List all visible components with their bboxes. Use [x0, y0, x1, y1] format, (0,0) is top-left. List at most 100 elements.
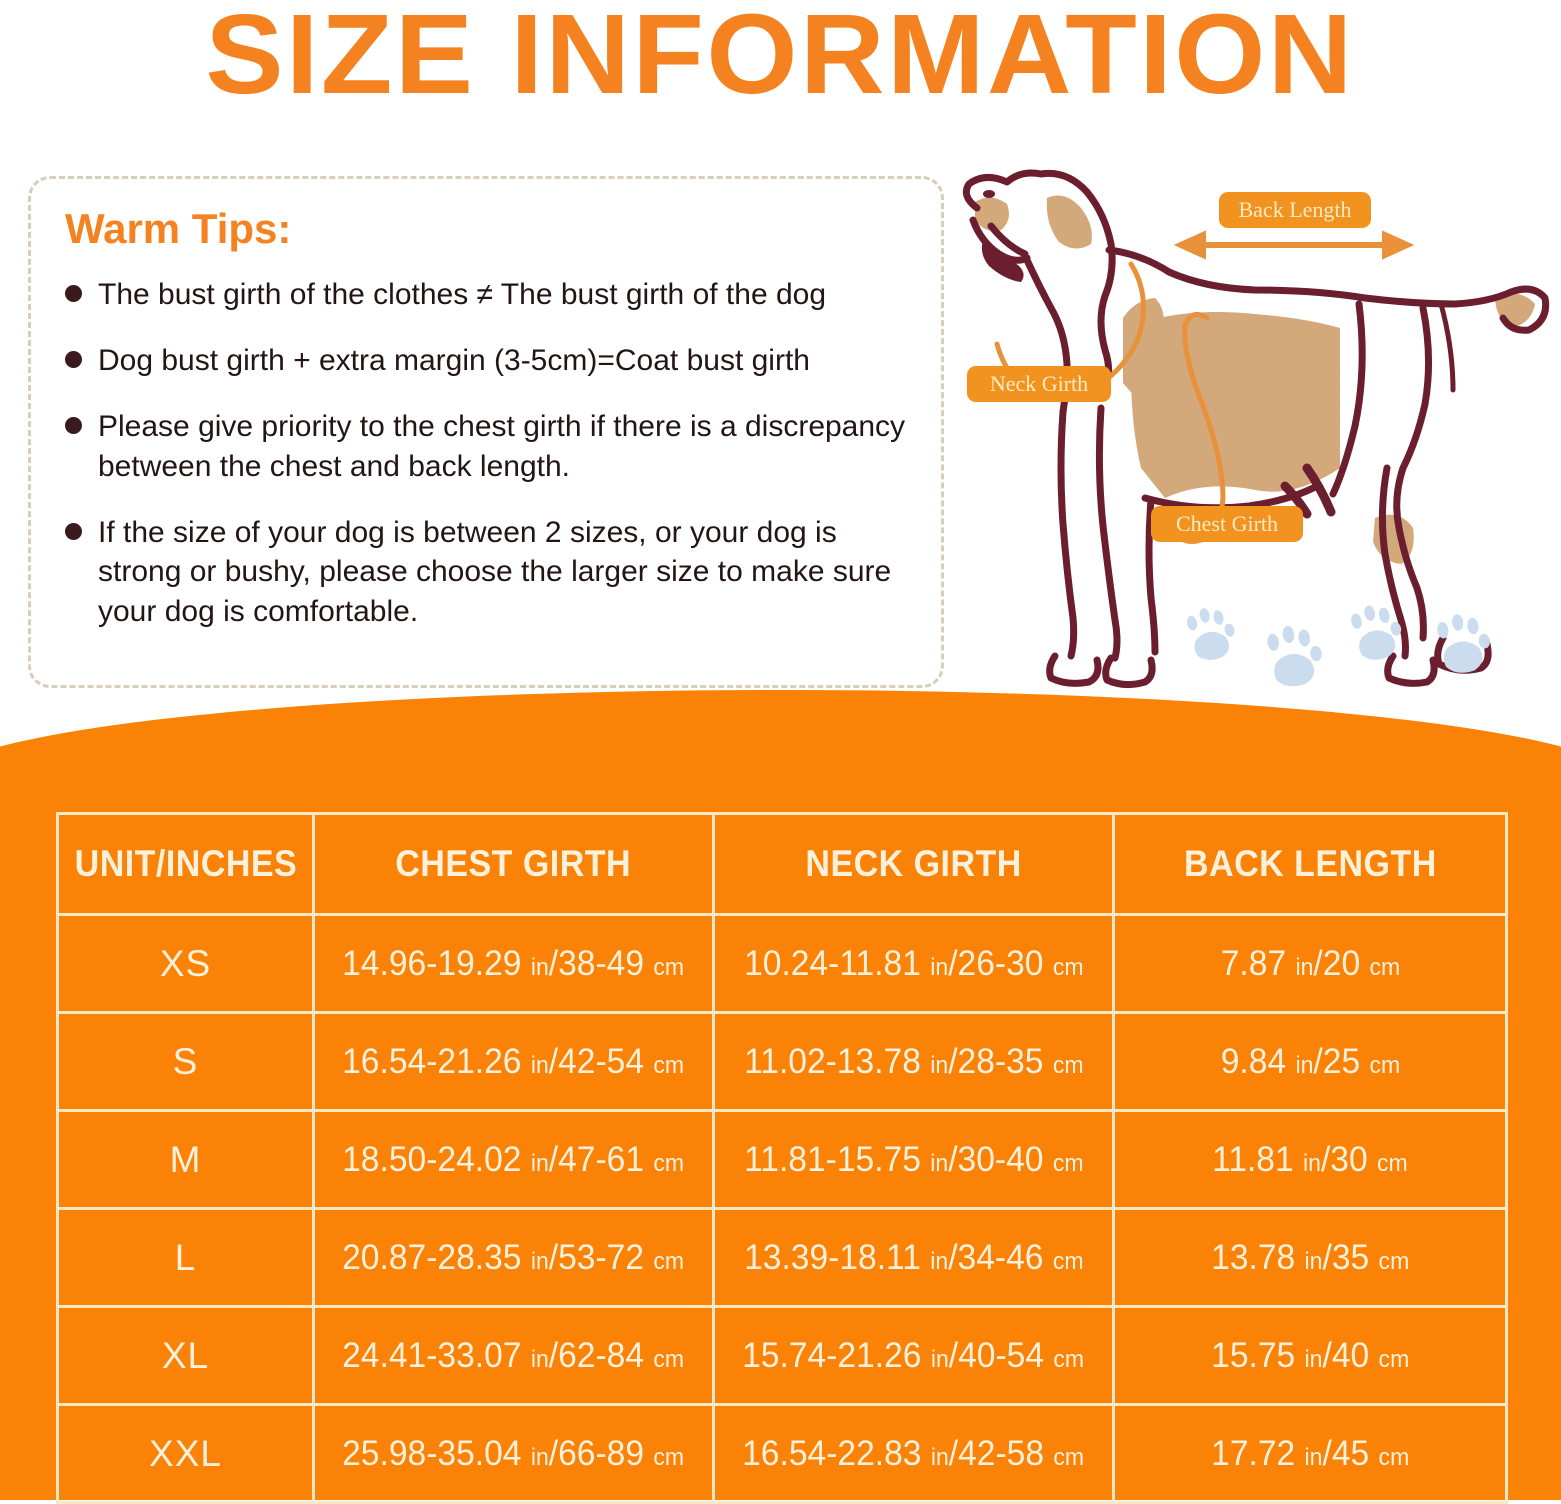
label-neck-girth: Neck Girth: [967, 366, 1111, 402]
measurement-value: 9.84 in/25 cm: [1220, 1041, 1400, 1081]
size-label: XXL: [149, 1432, 222, 1474]
label-back-length: Back Length: [1219, 192, 1371, 228]
paw-print-icon: [1437, 614, 1490, 673]
unit-in: in: [531, 1443, 550, 1471]
cell-neck-girth: 10.24-11.81 in/26-30 cm: [712, 913, 1115, 1014]
bullet-icon: [65, 285, 82, 302]
measurement-value: 7.87 in/20 cm: [1220, 943, 1400, 983]
unit-in: in: [1304, 1345, 1323, 1373]
measurement-value: 25.98-35.04 in/66-89 cm: [342, 1433, 685, 1473]
cell-back-length: 11.81 in/30 cm: [1112, 1109, 1508, 1210]
back-length-arrow: [1173, 230, 1415, 260]
unit-cm: cm: [1052, 1149, 1084, 1177]
unit-cm: cm: [653, 1247, 685, 1275]
unit-in: in: [929, 1247, 948, 1275]
label-back-length-text: Back Length: [1238, 197, 1351, 222]
label-chest-girth: Chest Girth: [1151, 506, 1303, 542]
measurement-value: 10.24-11.81 in/26-30 cm: [743, 943, 1084, 983]
size-label: L: [174, 1236, 197, 1278]
cell-chest-girth: 24.41-33.07 in/62-84 cm: [312, 1305, 715, 1406]
column-header-unit-label: UNIT/INCHES: [74, 843, 297, 884]
column-header-chest-label: CHEST GIRTH: [395, 843, 632, 884]
unit-cm: cm: [653, 953, 685, 981]
cell-size: M: [56, 1109, 315, 1210]
unit-in: in: [929, 1051, 948, 1079]
table-row: S 16.54-21.26 in/42-54 cm 11.02-13.78 in/2…: [56, 1011, 1508, 1112]
column-header-unit: UNIT/INCHES: [56, 812, 315, 916]
measurement-value: 16.54-22.83 in/42-58 cm: [742, 1433, 1085, 1473]
unit-cm: cm: [1369, 953, 1400, 981]
cell-neck-girth: 13.39-18.11 in/34-46 cm: [712, 1207, 1115, 1308]
warm-tips-heading: Warm Tips:: [65, 205, 292, 252]
cell-chest-girth: 14.96-19.29 in/38-49 cm: [312, 913, 715, 1014]
list-item: Please give priority to the chest girth …: [61, 407, 911, 487]
measurement-value: 18.50-24.02 in/47-61 cm: [342, 1139, 685, 1179]
unit-cm: cm: [653, 1051, 685, 1079]
unit-cm: cm: [1369, 1051, 1400, 1079]
page-title: SIZE INFORMATION: [205, 0, 1356, 118]
cell-chest-girth: 16.54-21.26 in/42-54 cm: [312, 1011, 715, 1112]
size-chart-table: UNIT/INCHES CHEST GIRTH NECK GIRTH BACK …: [56, 812, 1508, 1504]
unit-cm: cm: [1378, 1247, 1410, 1275]
size-label: S: [172, 1040, 199, 1082]
size-label: M: [169, 1138, 202, 1180]
cell-chest-girth: 18.50-24.02 in/47-61 cm: [312, 1109, 715, 1210]
dog-muzzle-fill: [1046, 195, 1092, 249]
cell-size: XXL: [56, 1403, 315, 1504]
paw-print-icon: [1351, 605, 1402, 660]
unit-in: in: [1303, 1149, 1322, 1177]
cell-back-length: 9.84 in/25 cm: [1112, 1011, 1508, 1112]
column-header-back-label: BACK LENGTH: [1183, 843, 1437, 884]
cell-size: S: [56, 1011, 315, 1112]
dog-neck-fill: [1123, 298, 1164, 403]
measurement-value: 15.74-21.26 in/40-54 cm: [742, 1335, 1085, 1375]
paw-prints: [1186, 605, 1490, 687]
unit-in: in: [931, 1345, 950, 1373]
measurement-value: 20.87-28.35 in/53-72 cm: [342, 1237, 685, 1277]
bullet-icon: [65, 350, 82, 368]
measurement-value: 11.81-15.75 in/30-40 cm: [743, 1139, 1084, 1179]
unit-cm: cm: [1052, 1247, 1084, 1275]
cell-neck-girth: 11.81-15.75 in/30-40 cm: [712, 1109, 1115, 1210]
bullet-icon: [65, 416, 82, 434]
table-row: XS 14.96-19.29 in/38-49 cm 10.24-11.81 in/…: [56, 913, 1508, 1014]
warm-tips-box: Warm Tips: The bust girth of the clothes…: [28, 176, 944, 688]
unit-in: in: [1304, 1247, 1323, 1275]
cell-neck-girth: 15.74-21.26 in/40-54 cm: [712, 1305, 1115, 1406]
tip-text: Dog bust girth + extra margin (3-5cm)=Co…: [98, 343, 810, 377]
measurement-value: 17.72 in/45 cm: [1210, 1433, 1410, 1473]
unit-cm: cm: [1052, 1051, 1084, 1079]
tip-text: If the size of your dog is between 2 siz…: [98, 515, 892, 629]
table-row: XL 24.41-33.07 in/62-84 cm 15.74-21.26 in/…: [56, 1305, 1508, 1406]
size-label: XS: [159, 942, 212, 984]
size-label: XL: [161, 1334, 210, 1376]
unit-cm: cm: [1377, 1149, 1408, 1177]
paw-print-icon: [1267, 625, 1322, 687]
table-header-row: UNIT/INCHES CHEST GIRTH NECK GIRTH BACK …: [56, 812, 1508, 916]
table-row: L 20.87-28.35 in/53-72 cm 13.39-18.11 in/3…: [56, 1207, 1508, 1308]
column-header-neck-label: NECK GIRTH: [805, 843, 1022, 884]
cell-back-length: 13.78 in/35 cm: [1112, 1207, 1508, 1308]
cell-chest-girth: 25.98-35.04 in/66-89 cm: [312, 1403, 715, 1504]
unit-cm: cm: [1053, 1345, 1085, 1373]
list-item: The bust girth of the clothes ≠ The bust…: [61, 275, 911, 315]
cell-size: XL: [56, 1305, 315, 1406]
measurement-value: 16.54-21.26 in/42-54 cm: [342, 1041, 685, 1081]
dog-jaw-fill: [975, 197, 1009, 231]
dog-coat-fill: [1131, 312, 1340, 498]
title-bar: SIZE INFORMATION: [0, 0, 1561, 118]
bullet-icon: [65, 522, 82, 540]
unit-in: in: [1304, 1443, 1323, 1471]
column-header-back: BACK LENGTH: [1112, 812, 1508, 916]
cell-chest-girth: 20.87-28.35 in/53-72 cm: [312, 1207, 715, 1308]
unit-in: in: [531, 1345, 550, 1373]
unit-cm: cm: [1378, 1443, 1410, 1471]
unit-in: in: [929, 953, 948, 981]
unit-cm: cm: [1053, 1443, 1085, 1471]
unit-cm: cm: [653, 1149, 685, 1177]
unit-in: in: [931, 1443, 950, 1471]
measurement-value: 24.41-33.07 in/62-84 cm: [342, 1335, 685, 1375]
tip-text: The bust girth of the clothes ≠ The bust…: [98, 278, 827, 311]
unit-in: in: [929, 1149, 948, 1177]
column-header-chest: CHEST GIRTH: [312, 812, 715, 916]
